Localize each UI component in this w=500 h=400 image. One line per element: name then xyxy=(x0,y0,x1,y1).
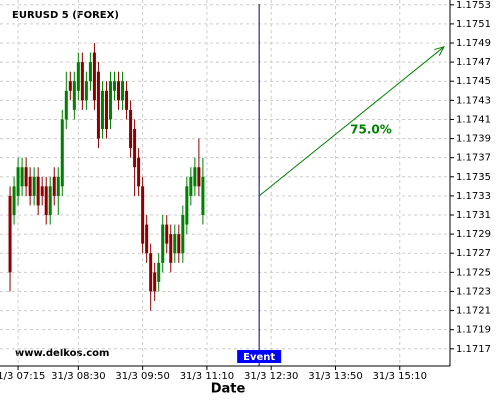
candle-body xyxy=(104,90,108,130)
candle-body xyxy=(153,272,157,292)
candle-body xyxy=(173,234,177,254)
y-tick-label: 1.1739 xyxy=(456,134,491,145)
candle-body xyxy=(28,176,32,196)
candle-body xyxy=(137,157,141,187)
candle-body xyxy=(84,81,88,101)
y-tick-label: 1.1743 xyxy=(456,95,491,106)
y-tick-label: 1.1729 xyxy=(456,229,491,240)
candle-body xyxy=(72,81,76,110)
candle-body xyxy=(133,129,137,168)
candle-body xyxy=(88,62,92,82)
y-tick-label: 1.1719 xyxy=(456,325,491,336)
candle-body xyxy=(44,186,48,216)
candle-body xyxy=(48,186,52,216)
candle-body xyxy=(121,81,125,101)
x-tick-label: 31/3 07:15 xyxy=(0,371,45,382)
candle-body xyxy=(117,81,121,101)
candle-body xyxy=(12,186,16,216)
x-tick-label: 31/3 15:10 xyxy=(373,371,427,382)
candle-body xyxy=(80,62,84,101)
y-tick-label: 1.1737 xyxy=(456,153,491,164)
candle-body xyxy=(165,224,169,244)
x-tick-label: 31/3 13:50 xyxy=(308,371,362,382)
projection-label: 75.0% xyxy=(350,123,392,137)
event-label: Event xyxy=(243,352,275,363)
candle-body xyxy=(113,81,117,91)
candle-body xyxy=(52,176,56,196)
candle-body xyxy=(32,176,36,196)
candle-body xyxy=(149,253,153,292)
y-tick-label: 1.1745 xyxy=(456,76,491,87)
y-tick-label: 1.1753 xyxy=(456,0,491,11)
candle-body xyxy=(193,167,197,187)
y-tick-label: 1.1733 xyxy=(456,191,491,202)
y-tick-label: 1.1731 xyxy=(456,210,491,221)
x-tick-label: 31/3 11:10 xyxy=(180,371,234,382)
candle-body xyxy=(60,119,64,187)
candle-body xyxy=(169,234,173,263)
candle-body xyxy=(161,224,165,263)
candle-body xyxy=(56,176,60,196)
candle-body xyxy=(125,90,129,110)
candle-body xyxy=(157,262,161,282)
y-tick-label: 1.1751 xyxy=(456,19,491,30)
candle-body xyxy=(36,176,40,206)
watermark: www.delkos.com xyxy=(15,348,109,359)
y-tick-label: 1.1747 xyxy=(456,57,491,68)
event-box xyxy=(237,350,282,363)
candle-body xyxy=(129,109,133,149)
candle-body xyxy=(68,81,72,91)
candle-body xyxy=(24,167,28,187)
candle-body xyxy=(96,71,100,139)
arrow-head xyxy=(434,46,445,56)
candle-body xyxy=(189,176,193,196)
y-tick-label: 1.1741 xyxy=(456,114,491,125)
candle-body xyxy=(40,186,44,196)
projection-arrow xyxy=(258,46,445,197)
candle-body xyxy=(8,195,12,273)
x-tick-label: 31/3 09:50 xyxy=(115,371,169,382)
y-tick-label: 1.1717 xyxy=(456,344,491,355)
candle-body xyxy=(201,176,205,216)
y-tick-label: 1.1749 xyxy=(456,38,491,49)
candle-body xyxy=(20,167,24,187)
y-tick-label: 1.1727 xyxy=(456,248,491,259)
candle-body xyxy=(16,167,20,196)
chart-title: EURUSD 5 (FOREX) xyxy=(12,10,119,21)
x-tick-label: 31/3 08:30 xyxy=(51,371,105,382)
candle-body xyxy=(108,81,112,120)
y-tick-label: 1.1721 xyxy=(456,306,491,317)
candle-body xyxy=(92,52,96,101)
y-tick-label: 1.1723 xyxy=(456,286,491,297)
x-axis-label: Date xyxy=(211,382,246,397)
candle-body xyxy=(100,90,104,130)
x-tick-label: 31/3 12:30 xyxy=(244,371,298,382)
candle-body xyxy=(181,215,185,254)
candle-body xyxy=(141,186,145,244)
candle-body xyxy=(76,62,80,91)
candle-body xyxy=(64,90,68,120)
candle-body xyxy=(197,167,201,187)
candle-body xyxy=(145,224,149,254)
candle-body xyxy=(177,234,181,254)
candle-body xyxy=(185,186,189,225)
y-tick-label: 1.1735 xyxy=(456,172,491,183)
y-tick-label: 1.1725 xyxy=(456,267,491,278)
